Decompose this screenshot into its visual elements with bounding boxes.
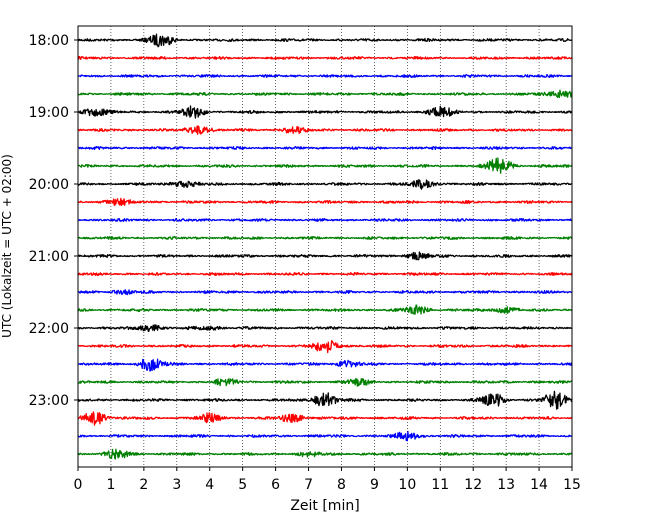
trace-2145 [77, 304, 573, 315]
x-tick-label: 11 [431, 477, 449, 493]
x-tick-label: 14 [530, 477, 548, 493]
trace-1915 [77, 125, 573, 135]
x-tick-label: 6 [271, 477, 280, 493]
trace-1930 [77, 145, 573, 151]
x-tick-label: 0 [74, 477, 83, 493]
trace-1800 [77, 33, 573, 48]
trace-2015 [77, 197, 573, 207]
traces [77, 33, 573, 460]
x-tick-label: 5 [238, 477, 247, 493]
trace-2230 [77, 358, 573, 372]
trace-2245 [77, 378, 573, 387]
y-axis-label: UTC (Lokalzeit = UTC + 02:00) [0, 154, 14, 338]
trace-2315 [77, 411, 573, 426]
trace-2330 [77, 430, 573, 442]
trace-1845 [77, 89, 573, 99]
trace-2345 [77, 448, 573, 460]
trace-2115 [77, 271, 573, 277]
x-tick-label: 8 [337, 477, 346, 493]
y-tick-label: 19:00 [29, 105, 69, 121]
y-tick-label: 18:00 [29, 33, 69, 49]
trace-2030 [77, 217, 573, 223]
trace-2300 [77, 390, 573, 410]
plot-frame [77, 25, 573, 468]
y-tick-label: 22:00 [29, 321, 69, 337]
trace-2200 [77, 324, 573, 333]
x-tick-label: 1 [106, 477, 115, 493]
x-tick-label: 15 [563, 477, 581, 493]
trace-1815 [77, 55, 573, 61]
x-tick-label: 13 [497, 477, 515, 493]
trace-1945 [77, 157, 573, 174]
x-tick-label: 7 [304, 477, 313, 493]
trace-2100 [77, 251, 573, 261]
trace-2000 [77, 179, 573, 190]
y-tick-label: 23:00 [29, 393, 69, 409]
x-tick-label: 2 [139, 477, 148, 493]
trace-1830 [77, 74, 573, 79]
x-tick-label: 9 [370, 477, 379, 493]
y-tick-label: 21:00 [29, 249, 69, 265]
trace-2130 [77, 289, 573, 296]
y-axis-ticks: 18:00 19:00 20:00 21:00 22:00 23:00 [29, 33, 78, 409]
x-tick-label: 12 [464, 477, 482, 493]
trace-1900 [77, 105, 573, 119]
y-tick-label: 20:00 [29, 177, 69, 193]
x-tick-label: 4 [205, 477, 214, 493]
x-tick-label: 3 [172, 477, 181, 493]
x-axis-label: Zeit [min] [290, 498, 359, 514]
x-tick-label: 10 [398, 477, 416, 493]
trace-2045 [77, 236, 573, 241]
trace-2215 [77, 340, 573, 354]
x-axis-ticks: 0 1 2 3 4 5 6 7 8 9 10 11 12 13 14 15 [74, 467, 581, 493]
